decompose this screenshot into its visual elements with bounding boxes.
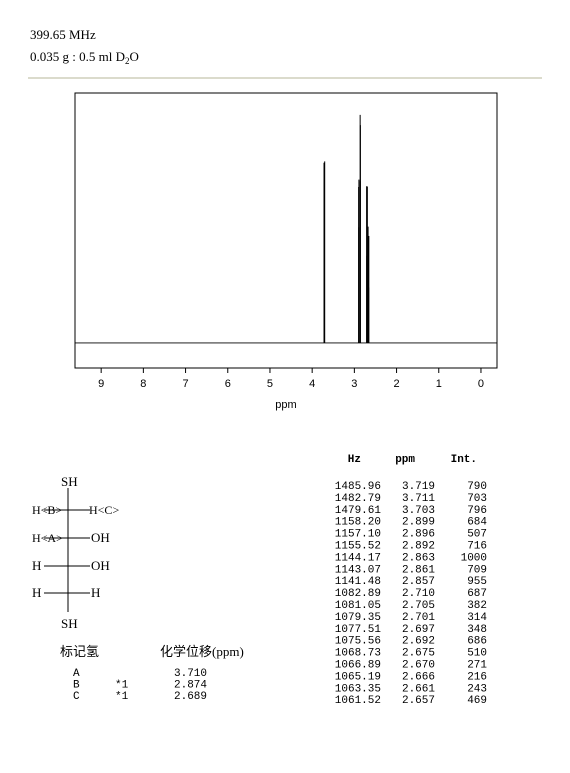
assign-label: B (73, 680, 80, 692)
peak-cell: 243 (467, 683, 487, 695)
peak-cell: 1482.79 (335, 493, 381, 505)
peak-cell: 1081.05 (335, 600, 381, 612)
peak-cell: 2.675 (402, 648, 435, 660)
peak-cell: 2.710 (402, 588, 435, 600)
atom: SH (61, 474, 78, 489)
peak-cell: 1063.35 (335, 683, 381, 695)
peak-cell: 271 (467, 660, 487, 672)
sample: 0.035 g : 0.5 ml D2O (30, 49, 139, 66)
peak-cell: 1061.52 (335, 695, 381, 707)
peak-cell: 687 (467, 588, 487, 600)
atom: OH (91, 558, 110, 573)
peak-cell: 2.666 (402, 671, 435, 683)
atom: H<C> (89, 503, 119, 517)
peak-cell: 2.697 (402, 624, 435, 636)
x-tick-label: 8 (140, 378, 146, 390)
peak-header: Hz (348, 454, 361, 466)
peak-cell: 1065.19 (335, 671, 381, 683)
x-tick-label: 5 (267, 378, 273, 390)
peak-cell: 1068.73 (335, 648, 381, 660)
peak-cell: 1144.17 (335, 552, 381, 564)
peak-cell: 686 (467, 636, 487, 648)
peak-cell: 3.719 (402, 481, 435, 493)
peak-cell: 955 (467, 576, 487, 588)
peak-cell: 1158.20 (335, 517, 381, 529)
peak-cell: 796 (467, 505, 487, 517)
x-tick-label: 2 (394, 378, 400, 390)
peak-header: ppm (395, 454, 415, 466)
peak-cell: 2.863 (402, 552, 435, 564)
assign-label: C (73, 691, 80, 703)
peak-cell: 1157.10 (335, 529, 381, 541)
peak-cell: 1000 (461, 552, 487, 564)
peak-cell: 716 (467, 541, 487, 553)
x-tick-label: 7 (183, 378, 189, 390)
assign-header: 化学位移(ppm) (160, 644, 244, 659)
structure (44, 488, 90, 612)
peak-cell: 2.861 (402, 564, 435, 576)
peak-cell: 314 (467, 612, 487, 624)
peak-cell: 2.692 (402, 636, 435, 648)
peak-cell: 709 (467, 564, 487, 576)
assign-shift: 2.689 (174, 691, 207, 703)
peak-cell: 507 (467, 529, 487, 541)
x-tick-label: 6 (225, 378, 231, 390)
peak-cell: 1155.52 (335, 541, 381, 553)
peak-cell: 2.705 (402, 600, 435, 612)
assign-shift: 2.874 (174, 680, 207, 692)
atom: H (32, 558, 41, 573)
x-tick-label: 3 (351, 378, 357, 390)
x-axis-label: ppm (275, 399, 296, 411)
sample-tail: O (129, 49, 138, 64)
atom: H<A> (32, 531, 63, 545)
x-tick-label: 1 (436, 378, 442, 390)
atom: H (91, 585, 100, 600)
peak-cell: 3.703 (402, 505, 435, 517)
peak-cell: 1077.51 (335, 624, 382, 636)
peak-cell: 2.892 (402, 541, 435, 553)
peak-cell: 1479.61 (335, 505, 382, 517)
peak-cell: 348 (467, 624, 487, 636)
peak-cell: 2.857 (402, 576, 435, 588)
peak-cell: 2.657 (402, 695, 435, 707)
atom: OH (91, 530, 110, 545)
peak-cell: 382 (467, 600, 487, 612)
assign-label: A (73, 668, 80, 680)
peak-cell: 790 (467, 481, 487, 493)
peak-cell: 1079.35 (335, 612, 381, 624)
peak-cell: 684 (467, 517, 487, 529)
peak-cell: 1485.96 (335, 481, 381, 493)
peak-header: Int. (451, 454, 477, 466)
peak-cell: 1075.56 (335, 636, 381, 648)
assign-note: *1 (115, 680, 129, 692)
peak-cell: 1066.89 (335, 660, 381, 672)
peak-cell: 2.661 (402, 683, 435, 695)
assign-note: *1 (115, 691, 129, 703)
peak-cell: 2.899 (402, 517, 435, 529)
peak-cell: 1082.89 (335, 588, 381, 600)
peak-cell: 2.896 (402, 529, 435, 541)
sample-text: 0.035 g : 0.5 ml D (30, 49, 125, 64)
peak-cell: 1143.07 (335, 564, 381, 576)
x-tick-label: 9 (98, 378, 104, 390)
atom: H<B> (32, 503, 62, 517)
peak-cell: 2.701 (402, 612, 435, 624)
peak-cell: 3.711 (402, 493, 435, 505)
assign-shift: 3.710 (174, 668, 207, 680)
x-tick-label: 0 (478, 378, 484, 390)
frequency: 399.65 MHz (30, 27, 96, 42)
plot-frame (74, 92, 498, 369)
peak-cell: 2.670 (402, 660, 435, 672)
peak-cell: 1141.48 (335, 576, 381, 588)
sample-sub: 2 (125, 56, 130, 66)
peak-cell: 703 (467, 493, 487, 505)
assign-header: 标记氢 (60, 644, 99, 659)
atom: H (32, 585, 41, 600)
atom: SH (61, 616, 78, 631)
x-tick-label: 4 (309, 378, 315, 390)
peak-cell: 510 (467, 648, 487, 660)
peak-cell: 469 (467, 695, 487, 707)
peak-cell: 216 (467, 671, 487, 683)
